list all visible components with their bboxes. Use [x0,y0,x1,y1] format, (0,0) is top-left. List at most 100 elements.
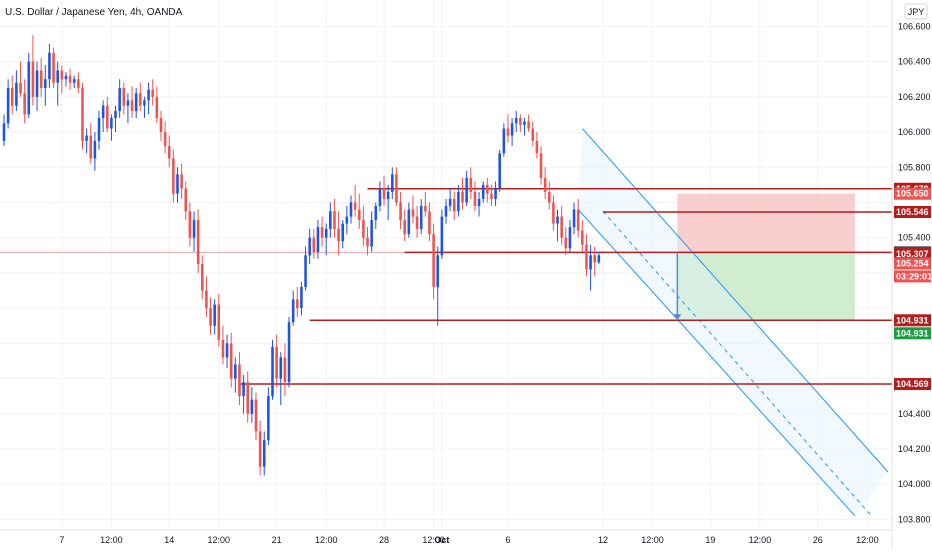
currency-label: JPY [908,7,925,17]
candle-body [225,343,229,358]
candle-body [581,230,584,245]
x-tick-label: 12:00 [641,535,664,545]
candle-body [97,117,101,141]
candle-body [163,132,167,147]
candle-body [308,237,311,256]
candle-body [547,191,551,203]
candle-body [506,128,510,136]
candle-body [101,105,105,118]
price-label: 104.569 [896,379,929,389]
y-tick-label: 104.400 [898,409,931,419]
candle-body [159,117,163,133]
price-label-bg [894,327,931,340]
candle-body [374,206,378,221]
price-label-bg [894,270,931,283]
y-tick-label: 106.600 [898,21,931,31]
x-tick-label: 12:00 [422,535,445,545]
candle-body [320,227,324,238]
candle-body [130,100,134,111]
candle-body [188,211,192,238]
candle-body [126,100,130,106]
x-tick-label: Oct [434,535,449,545]
x-tick-label: 12 [598,535,608,545]
candle-body [68,75,72,83]
candle-body [267,396,270,441]
price-axis[interactable]: 106.600 106.400 106.200 106.000 105.800 105.4… [898,21,931,524]
position-tool[interactable] [677,193,855,321]
candle-body [246,382,250,414]
candle-body [465,177,468,203]
x-tick-label: 12:00 [749,535,772,545]
y-tick-label: 104.000 [898,479,931,489]
price-label: 104.931 [896,315,929,325]
candle-body [200,264,204,291]
candle-body [572,209,576,228]
candle-body [395,174,398,203]
x-tick-label: 12:00 [208,535,231,545]
candle-body [329,211,332,229]
candle-body [490,193,493,199]
candle-body [283,357,287,383]
candle-body [48,52,51,80]
candle-body [221,339,225,358]
candle-body [440,216,444,256]
candle-body [271,346,274,397]
candle-body [31,61,35,97]
candle-body [134,93,138,111]
candle-body [110,117,113,129]
price-labels: 105.678105.650105.546105.317105.307105.2… [894,182,932,391]
x-tick-label: 12:00 [100,535,123,545]
candle-body [56,70,59,83]
candle-body [589,255,592,270]
y-tick-label: 105.800 [898,162,931,172]
candle-body [300,287,303,309]
candle-body [81,88,84,141]
candle-body [176,174,179,194]
candle-body [19,82,22,94]
horizontal-lines[interactable] [0,188,892,385]
candle-body [213,304,216,326]
candle-body [242,382,245,397]
candle-body [77,79,80,89]
candle-body [415,216,419,229]
x-tick-label: 7 [59,535,64,545]
x-tick-label: 28 [379,535,389,545]
currency-badge[interactable]: JPY [904,3,928,20]
candle-body [337,228,340,242]
price-label: 105.650 [896,189,929,199]
candle-body [560,216,563,238]
candle-body [386,191,390,199]
candle-body [27,61,31,115]
candle-body [564,237,568,249]
candle-body [481,184,485,199]
candle-body [576,209,580,231]
arrow-head [673,314,682,321]
candle-body [391,174,394,192]
regression-channel[interactable] [577,128,889,517]
candle-body [552,202,555,224]
candle-body [349,202,353,217]
candle-body [258,431,262,467]
candle-body [444,206,448,217]
candle-body [205,290,208,309]
candle-body [118,88,121,111]
candle-body [419,206,423,229]
x-tick-label: 14 [164,535,174,545]
candle-body [345,216,349,224]
candle-body [60,70,64,80]
candle-body [72,79,76,83]
y-tick-label: 105.400 [898,233,931,243]
candle-body [196,220,200,265]
candle-body [184,188,188,212]
chart-title: U.S. Dollar / Japanese Yen, 4h, OANDA [5,7,183,18]
candle-body [428,211,431,235]
candle-body [498,153,501,189]
candle-body [523,121,526,126]
candle-body [114,110,117,118]
x-tick-label: 26 [813,535,823,545]
candle-body [370,220,373,247]
candle-body [6,88,10,124]
take-profit-zone [677,252,855,321]
